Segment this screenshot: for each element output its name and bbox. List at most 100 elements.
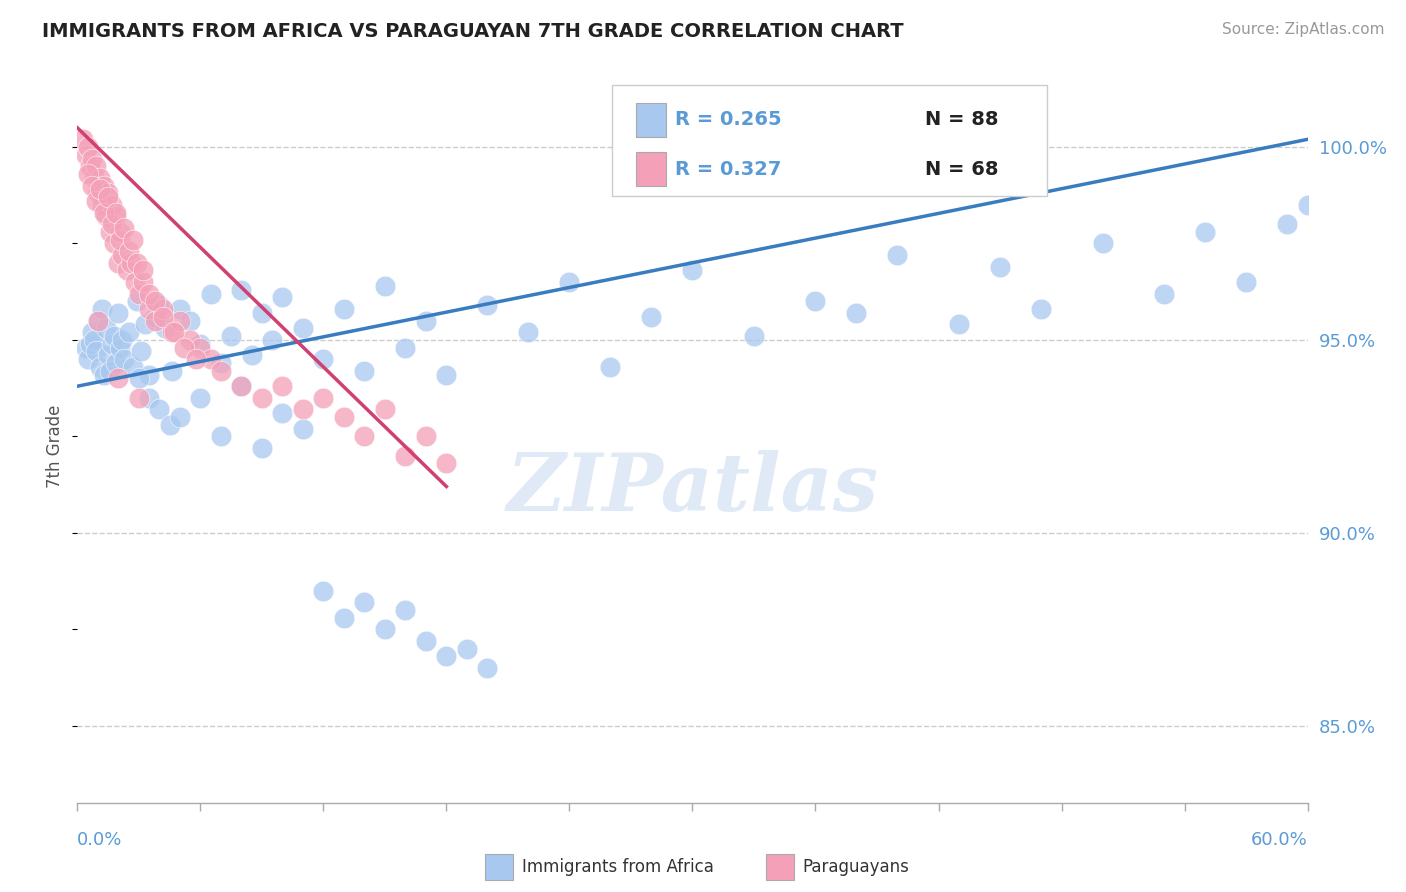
Point — [105, 210, 128, 224]
Point — [143, 310, 166, 324]
Point — [160, 325, 183, 339]
Point — [599, 359, 621, 374]
Point — [262, 333, 284, 347]
Point — [129, 344, 152, 359]
Point — [94, 321, 117, 335]
Point — [200, 286, 222, 301]
Point — [155, 321, 177, 335]
Point — [79, 159, 101, 173]
Point — [179, 313, 201, 327]
Point — [558, 275, 581, 289]
Point — [125, 256, 148, 270]
Point — [90, 198, 114, 212]
Point — [188, 341, 212, 355]
Point — [886, 248, 908, 262]
Point — [93, 368, 115, 382]
Point — [209, 429, 232, 443]
Point — [231, 379, 253, 393]
Point — [80, 152, 103, 166]
Point — [125, 294, 148, 309]
Point — [84, 159, 107, 173]
Text: 0.0%: 0.0% — [77, 831, 122, 849]
Point — [110, 341, 132, 355]
Point — [132, 263, 155, 277]
Point — [101, 198, 124, 212]
Point — [76, 352, 98, 367]
Point — [394, 603, 416, 617]
Point — [436, 368, 458, 382]
Point — [291, 422, 314, 436]
Point — [75, 148, 97, 162]
Point — [107, 306, 129, 320]
Point — [415, 429, 437, 443]
Point — [103, 329, 125, 343]
Point — [111, 248, 134, 262]
Point — [1153, 286, 1175, 301]
Point — [186, 352, 208, 367]
Point — [105, 205, 128, 219]
Point — [1275, 217, 1298, 231]
Point — [115, 263, 138, 277]
Point — [163, 325, 186, 339]
Point — [250, 306, 273, 320]
Point — [143, 294, 166, 309]
Point — [517, 325, 540, 339]
Point — [97, 190, 120, 204]
Point — [152, 301, 174, 316]
Point — [291, 402, 314, 417]
Point — [72, 132, 94, 146]
Point — [114, 352, 136, 367]
Text: Source: ZipAtlas.com: Source: ZipAtlas.com — [1222, 22, 1385, 37]
Point — [93, 178, 115, 193]
Point — [107, 371, 129, 385]
Point — [271, 379, 294, 393]
Point — [159, 417, 181, 432]
Point — [682, 263, 704, 277]
Point — [394, 341, 416, 355]
Point — [804, 294, 827, 309]
Text: ZIPatlas: ZIPatlas — [506, 450, 879, 527]
Point — [209, 364, 232, 378]
Point — [98, 364, 121, 378]
Point — [374, 622, 396, 636]
Point — [124, 275, 146, 289]
Point — [477, 661, 499, 675]
Point — [75, 341, 97, 355]
Point — [179, 333, 201, 347]
Point — [169, 301, 191, 316]
Point — [271, 291, 294, 305]
Point — [173, 341, 195, 355]
Point — [1234, 275, 1257, 289]
Point — [121, 359, 143, 374]
Point — [79, 336, 101, 351]
Point — [76, 140, 98, 154]
Point — [988, 260, 1011, 274]
Text: 60.0%: 60.0% — [1251, 831, 1308, 849]
Point — [128, 286, 150, 301]
Point — [436, 456, 458, 470]
Point — [90, 301, 114, 316]
Point — [101, 336, 124, 351]
Point — [312, 352, 335, 367]
Point — [200, 352, 222, 367]
Point — [138, 301, 160, 316]
Point — [121, 233, 143, 247]
Point — [89, 170, 111, 185]
Point — [374, 279, 396, 293]
Point — [333, 610, 356, 624]
Point — [477, 298, 499, 312]
Point — [333, 301, 356, 316]
Point — [374, 402, 396, 417]
Point — [110, 233, 132, 247]
Point — [117, 325, 139, 339]
Point — [188, 336, 212, 351]
Point — [312, 583, 335, 598]
Point — [231, 283, 253, 297]
Point — [84, 344, 107, 359]
Point — [87, 186, 110, 201]
Point — [128, 371, 150, 385]
Point — [333, 410, 356, 425]
Point — [98, 225, 121, 239]
Point — [138, 368, 160, 382]
Point — [103, 236, 125, 251]
